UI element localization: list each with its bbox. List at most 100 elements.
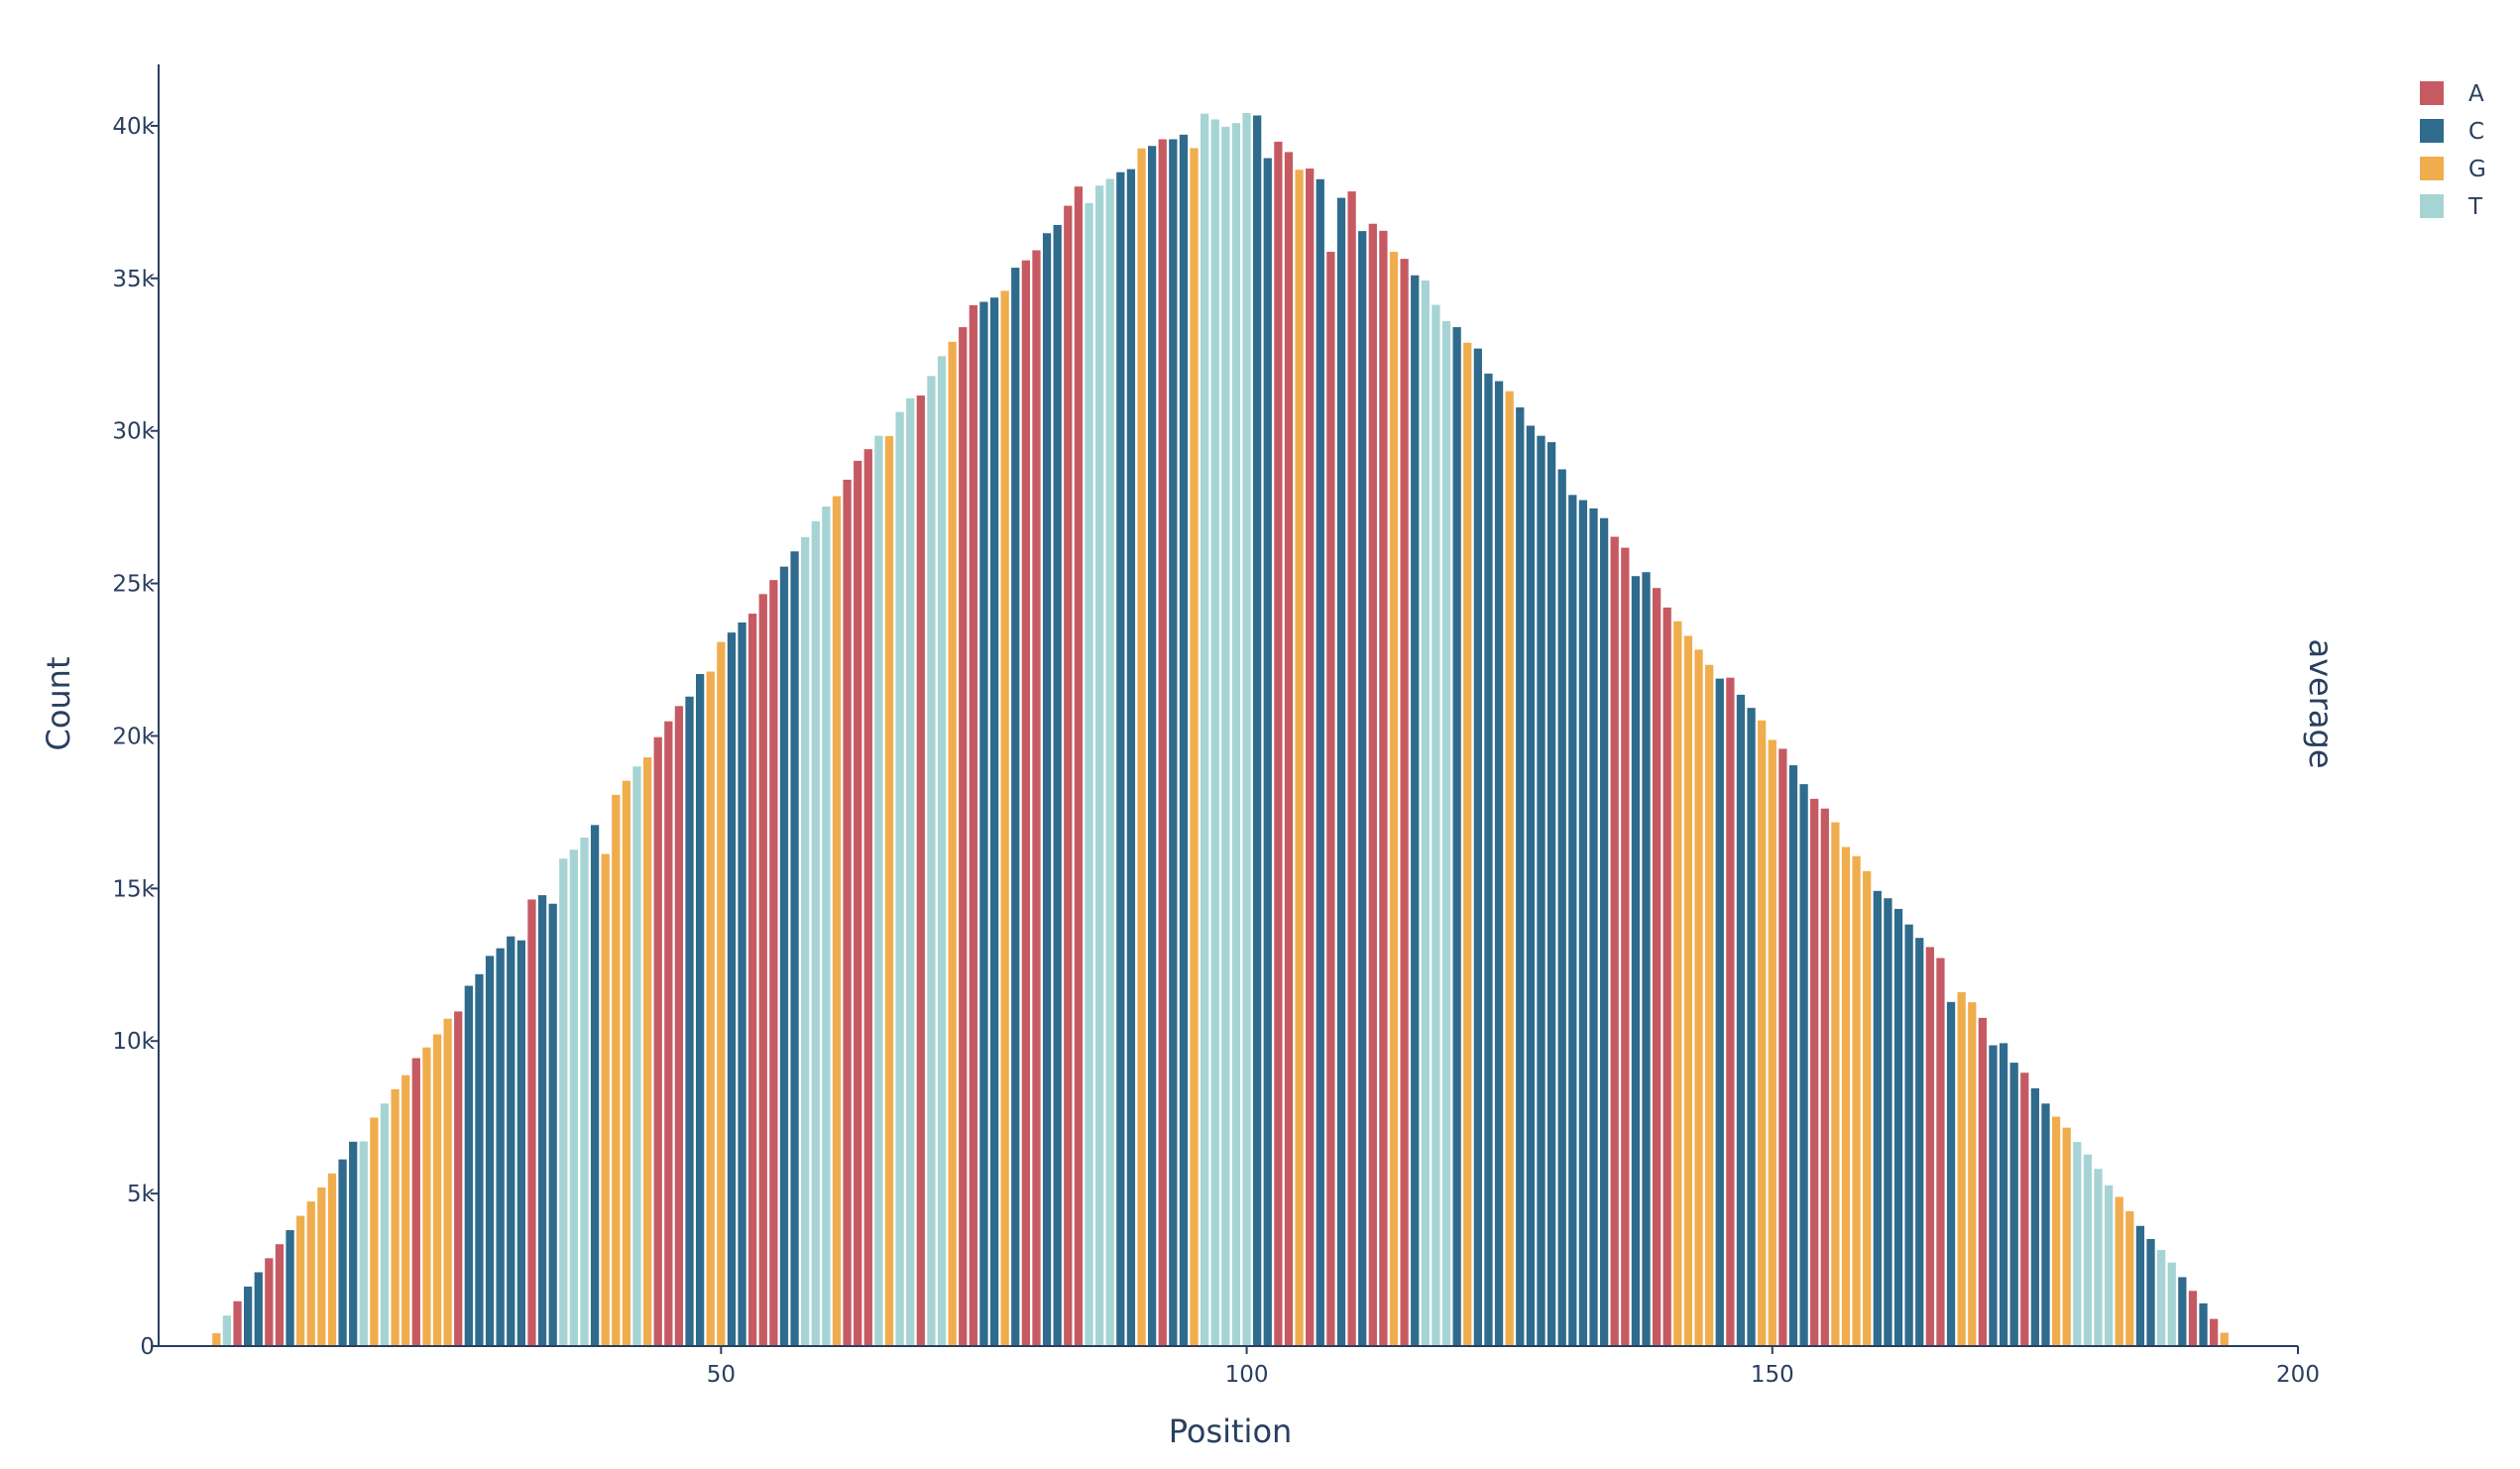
legend-swatch-G[interactable]: [2420, 157, 2444, 180]
legend-label-C[interactable]: C: [2468, 119, 2484, 145]
bar-A-64: [863, 449, 872, 1346]
bar-A-166: [1936, 958, 1945, 1346]
bar-A-74: [969, 304, 977, 1346]
bar-T-42: [632, 766, 641, 1346]
y-tick-label: 30k: [112, 419, 155, 445]
bar-G-49: [706, 671, 715, 1346]
bar-G-149: [1758, 720, 1767, 1346]
x-tick-label: 50: [707, 1362, 736, 1388]
bar-A-32: [527, 899, 536, 1346]
bar-G-114: [1389, 252, 1399, 1346]
bar-G-41: [622, 780, 631, 1346]
bar-A-84: [1074, 186, 1084, 1347]
bar-C-124: [1494, 381, 1504, 1346]
bar-G-156: [1831, 822, 1840, 1346]
bar-A-170: [1978, 1017, 1987, 1346]
bar-C-89: [1126, 169, 1136, 1346]
bar-G-66: [884, 435, 894, 1346]
y-tick-label: 0: [140, 1334, 155, 1360]
bar-C-102: [1263, 158, 1272, 1346]
bar-C-26: [464, 985, 473, 1346]
bar-C-38: [590, 825, 600, 1346]
bar-C-126: [1516, 407, 1525, 1346]
bar-G-168: [1957, 991, 1966, 1346]
bar-C-81: [1042, 233, 1052, 1346]
bar-A-45: [664, 721, 673, 1346]
bar-C-101: [1253, 115, 1262, 1347]
bar-C-47: [685, 696, 694, 1346]
bars: [212, 113, 2229, 1347]
legend-swatch-T[interactable]: [2420, 194, 2444, 218]
legend-swatch-A[interactable]: [2420, 81, 2444, 105]
bar-A-53: [748, 614, 757, 1346]
bar-A-79: [1021, 260, 1030, 1346]
bar-A-44: [653, 736, 662, 1346]
bar-C-52: [738, 622, 746, 1346]
bar-C-186: [2146, 1238, 2155, 1346]
bar-C-171: [1989, 1045, 1998, 1346]
bar-C-31: [516, 940, 525, 1346]
bar-C-6: [254, 1272, 263, 1346]
bar-G-157: [1841, 847, 1851, 1346]
bar-A-54: [758, 594, 767, 1346]
bar-G-150: [1768, 739, 1776, 1346]
bar-T-118: [1432, 304, 1440, 1347]
bar-C-147: [1736, 694, 1746, 1346]
bar-C-14: [338, 1159, 347, 1346]
bar-T-68: [906, 397, 915, 1346]
bar-G-141: [1673, 621, 1682, 1346]
bar-C-148: [1747, 708, 1756, 1346]
bar-T-71: [937, 356, 947, 1346]
bar-C-185: [2135, 1225, 2145, 1346]
bar-A-63: [854, 460, 862, 1346]
legend-swatch-C[interactable]: [2420, 119, 2444, 143]
bar-T-16: [359, 1141, 368, 1346]
bar-A-106: [1306, 169, 1315, 1346]
bar-C-51: [727, 632, 737, 1346]
bar-C-88: [1116, 171, 1125, 1347]
bar-A-21: [411, 1058, 420, 1346]
bar-G-142: [1683, 635, 1693, 1346]
bar-C-34: [548, 903, 557, 1346]
bar-G-183: [2115, 1196, 2123, 1346]
bar-T-59: [811, 520, 820, 1346]
bar-C-191: [2199, 1302, 2208, 1346]
bar-A-112: [1368, 223, 1377, 1347]
bar-A-108: [1326, 252, 1335, 1346]
bar-C-15: [349, 1141, 358, 1346]
bar-G-17: [370, 1117, 379, 1346]
y-tick-label: 40k: [112, 114, 155, 140]
bar-A-192: [2210, 1318, 2219, 1346]
bar-C-91: [1147, 146, 1157, 1346]
bar-A-7: [265, 1258, 274, 1346]
bar-A-151: [1778, 748, 1787, 1346]
bar-C-9: [286, 1230, 294, 1346]
bar-T-181: [2094, 1169, 2103, 1346]
bar-C-94: [1179, 134, 1189, 1346]
bar-G-144: [1705, 664, 1714, 1346]
bar-A-73: [959, 327, 968, 1346]
bar-T-58: [801, 536, 810, 1346]
legend-label-T[interactable]: T: [2467, 194, 2483, 220]
bar-A-69: [916, 396, 925, 1346]
legend-label-A[interactable]: A: [2468, 81, 2484, 107]
bar-C-48: [695, 673, 705, 1346]
bar-A-139: [1652, 588, 1661, 1346]
bar-C-132: [1578, 500, 1588, 1346]
y-tick-label: 35k: [112, 267, 155, 292]
bar-C-116: [1411, 275, 1420, 1346]
bar-C-167: [1946, 1001, 1956, 1346]
bar-G-11: [306, 1201, 315, 1346]
bar-C-56: [779, 566, 789, 1346]
bar-A-165: [1925, 947, 1934, 1346]
legend-label-G[interactable]: G: [2468, 157, 2486, 182]
bar-C-162: [1893, 908, 1903, 1346]
bar-C-131: [1568, 495, 1577, 1347]
x-axis-ticks: 50 100 150 200: [707, 1346, 2320, 1388]
bar-T-37: [580, 837, 589, 1346]
bar-A-4: [233, 1300, 242, 1346]
bar-T-3: [222, 1315, 232, 1346]
bar-G-184: [2125, 1210, 2134, 1346]
bar-A-155: [1820, 808, 1829, 1346]
